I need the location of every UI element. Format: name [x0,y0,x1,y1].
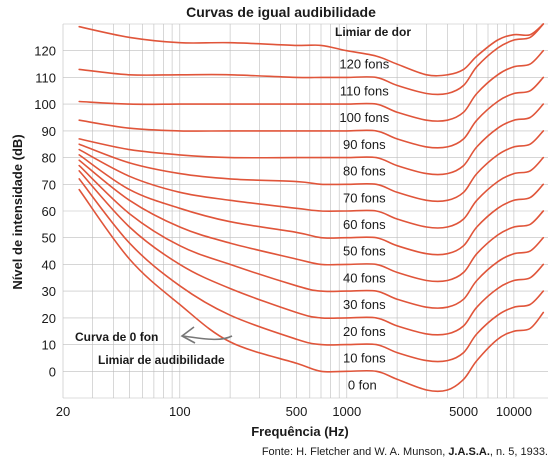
curve-label: 70 fons [343,190,386,205]
curves [78,23,545,393]
curve-100-fons [78,49,545,122]
source-citation: Fonte: H. Fletcher and W. A. Munson, J.A… [262,446,548,458]
curve-30-fons [78,164,545,309]
y-tick-label: 30 [42,284,56,299]
curve-label: 30 fons [343,297,386,312]
curve-labels: 0 fon 10 fons 20 fons 30 fons 40 fons 50 fons… [339,57,389,393]
zero-phon-curve-label: Curva de 0 fon [75,330,158,344]
curve-90-fons [78,76,545,149]
curve-label: 40 fons [343,270,386,285]
curve-label: 90 fons [343,137,386,152]
curve-40-fons [78,159,545,283]
y-tick-label: 50 [42,231,56,246]
x-tick-label: 1000 [332,404,361,419]
curve-label: 80 fons [343,164,386,179]
curve-0-fon [78,188,545,393]
y-tick-label: 60 [42,204,56,219]
curve-10-fons [78,178,545,363]
y-tick-label: 80 [42,151,56,166]
curve-110-fons [78,23,545,96]
curve-label: 10 fons [343,351,386,366]
zero-phon-arrow-head [180,326,196,344]
x-tick-label: 500 [286,404,308,419]
curve-50-fons [78,154,545,256]
curve-label: 100 fons [339,110,389,125]
curve-70-fons [78,130,545,203]
x-tick-label: 20 [56,404,70,419]
curve-80-fons [78,103,545,176]
x-tick-label: 100 [169,404,191,419]
y-tick-label: 100 [34,97,56,112]
curve-label: 0 fon [348,377,377,392]
chart-title: Curvas de igual audibilidade [186,4,376,20]
curve-label: 50 fons [343,244,386,259]
y-tick-label: 20 [42,311,56,326]
x-tick-label: 5000 [449,404,478,419]
curve-label: 110 fons [340,83,389,98]
x-axis-label: Frequência (Hz) [251,424,349,439]
y-tick-label: 90 [42,124,56,139]
curve-120-fons [78,23,545,77]
curve-label: 20 fons [343,324,386,339]
source-journal: J.A.S.A. [448,446,490,458]
y-tick-label: 110 [35,70,56,85]
curve-label: 120 fons [339,57,389,72]
y-tick-label: 0 [49,364,56,379]
curve-label: 60 fons [343,217,386,232]
grid [62,23,548,399]
tick-labels: 0 10 20 30 40 50 60 70 80 90 100 110 120 20 100 500 1000… [34,44,532,419]
y-tick-label: 70 [42,177,56,192]
curve-20-fons [78,170,545,336]
y-tick-label: 40 [42,257,56,272]
curve-60-fons [78,148,545,229]
y-axis-label: Nível de intensidade (dB) [10,134,25,289]
y-tick-label: 10 [42,338,56,353]
zero-phon-arrow-line [182,335,233,341]
source-suffix: , n. 5, 1933. [490,446,548,458]
y-tick-label: 120 [34,44,56,59]
hearing-threshold-label: Limiar de audibilidade [98,353,225,367]
pain-threshold-label: Limiar de dor [335,25,411,39]
source-prefix: Fonte: H. Fletcher and W. A. Munson, [262,446,448,458]
x-tick-label: 10000 [496,404,532,419]
